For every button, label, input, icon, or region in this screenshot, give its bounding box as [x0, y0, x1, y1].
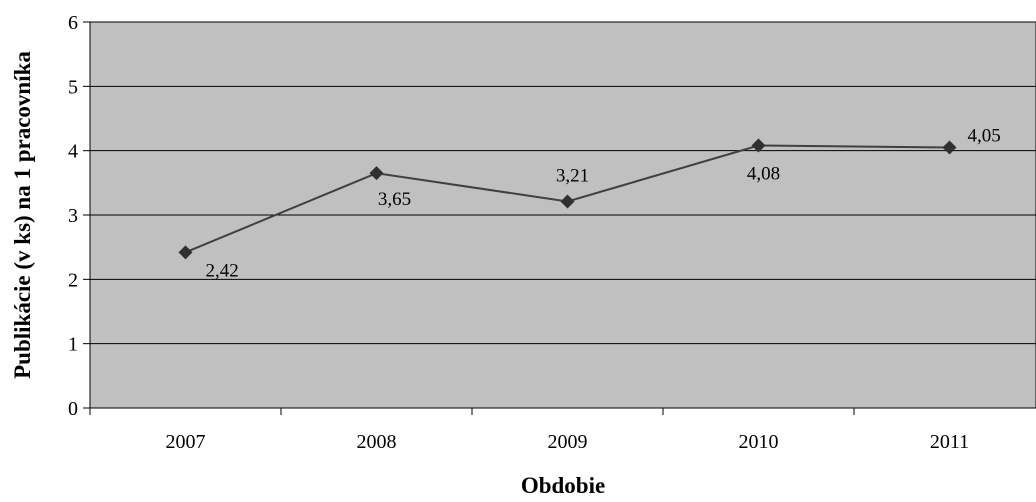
y-tick-label: 5	[68, 76, 78, 98]
y-tick-label: 0	[68, 398, 78, 420]
data-point-2008	[369, 166, 384, 181]
data-labels: 2,42 3,65 3,21 4,08 4,05	[206, 125, 1001, 281]
data-label-2007: 2,42	[206, 260, 239, 281]
data-label-2010: 4,08	[747, 164, 780, 185]
y-tick-label: 3	[68, 205, 78, 227]
y-tick-label: 2	[68, 269, 78, 291]
data-label-2009: 3,21	[556, 165, 589, 186]
y-axis-title: Publikácie (v ks) na 1 pracovníka	[10, 51, 35, 379]
series-line	[178, 138, 957, 260]
axes: 0 1 2 3 4 5 6 2007 2008 2009 2010 2011	[68, 12, 1036, 453]
x-tick-label-2011: 2011	[930, 431, 969, 453]
y-tick-label: 6	[68, 12, 78, 34]
x-axis-title: Obdobie	[521, 473, 605, 498]
y-tick-label: 4	[68, 141, 78, 163]
data-point-2010	[751, 138, 766, 153]
data-point-2009	[560, 194, 575, 209]
x-tick-label-2010: 2010	[739, 431, 779, 453]
data-point-2007	[178, 245, 193, 260]
y-tick-label: 1	[68, 334, 78, 356]
data-point-2011	[942, 140, 957, 155]
data-label-2011: 4,05	[968, 125, 1001, 146]
x-tick-label-2008: 2008	[357, 431, 397, 453]
x-tick-label-2009: 2009	[548, 431, 588, 453]
gridlines	[90, 85, 1036, 345]
data-label-2008: 3,65	[378, 189, 411, 210]
x-tick-label-2007: 2007	[166, 431, 206, 453]
